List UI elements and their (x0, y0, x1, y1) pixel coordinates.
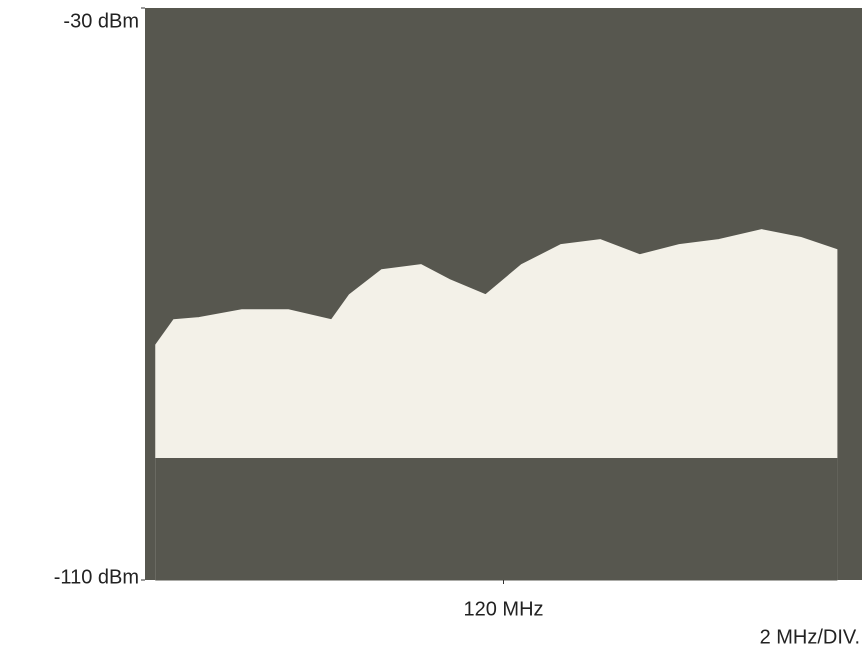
trace-area (155, 457, 838, 581)
y-tick-label: -110 dBm (54, 566, 139, 588)
annotation: 2 MHz/DIV. (760, 626, 860, 648)
x-tick-label: 120 MHz (463, 598, 543, 620)
y-tick-label: -30 dBm (63, 10, 139, 32)
